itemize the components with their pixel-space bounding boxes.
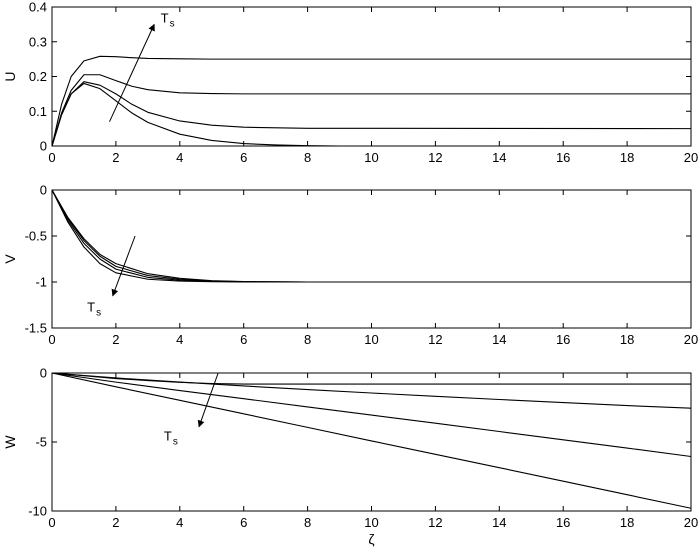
series-line-u-1	[51, 82, 691, 147]
x-tick-label-u: 4	[176, 150, 183, 165]
x-tick-label-u: 6	[240, 150, 247, 165]
x-tick-label-u: 10	[364, 150, 378, 165]
trend-label-subscript-v: s	[96, 307, 101, 318]
trend-label-subscript-u: s	[170, 19, 175, 30]
panel-w: 0 2 4 6 8 10 12 14 16 18 20 0 -5 -10 Wζ T s	[2, 366, 698, 548]
trend-arrow-w	[197, 372, 219, 428]
x-tick-label-u: 20	[684, 150, 698, 165]
plot-frame-v	[51, 189, 692, 329]
y-tick-label-w: -10	[28, 504, 47, 519]
trend-arrow-u	[109, 23, 155, 122]
x-tick-label-w: 4	[176, 515, 183, 530]
y-tick-label-v: 0	[40, 183, 47, 198]
series-line-u-2	[51, 81, 692, 147]
x-tick-label-u: 16	[556, 150, 570, 165]
y-axis-label-v: V	[2, 254, 18, 264]
series-line-u-4	[51, 55, 691, 147]
x-tick-label-w: 0	[48, 515, 55, 530]
x-tick-label-v: 4	[176, 332, 183, 347]
x-tick-label-v: 0	[48, 332, 55, 347]
trend-label-v: T	[87, 299, 95, 314]
plot-frame-u	[51, 6, 692, 147]
x-tick-label-u: 18	[620, 150, 634, 165]
x-tick-label-u: 8	[304, 150, 311, 165]
x-tick-label-u: 14	[492, 150, 506, 165]
x-tick-label-w: 14	[492, 515, 506, 530]
y-tick-label-u: 0.2	[29, 69, 47, 84]
x-tick-label-w: 20	[684, 515, 698, 530]
x-tick-label-v: 14	[492, 332, 506, 347]
x-tick-label-w: 18	[620, 515, 634, 530]
y-tick-label-v: -1.5	[25, 321, 47, 336]
y-axis-label-u: U	[2, 71, 18, 81]
y-tick-label-v: -1	[35, 275, 47, 290]
series-line-w-4	[51, 372, 692, 509]
series-line-u-3	[51, 74, 691, 147]
trend-label-w: T	[164, 429, 172, 444]
y-tick-label-u: 0.1	[29, 104, 47, 119]
x-tick-label-u: 0	[48, 150, 55, 165]
series-line-v-1	[51, 189, 691, 283]
x-tick-label-v: 18	[620, 332, 634, 347]
x-axis-label-w: ζ	[368, 531, 374, 547]
y-tick-label-u: 0.4	[29, 0, 47, 15]
trend-label-subscript-w: s	[173, 437, 178, 448]
y-tick-label-u: 0.3	[29, 34, 47, 49]
series-line-w-3	[51, 372, 692, 458]
x-tick-label-w: 12	[428, 515, 442, 530]
x-tick-label-u: 2	[112, 150, 119, 165]
panel-u: 0 2 4 6 8 10 12 14 16 18 20 0 0.1 0.2 0.3 0.4 U T s	[2, 0, 698, 165]
x-tick-label-v: 6	[240, 332, 247, 347]
x-tick-label-v: 12	[428, 332, 442, 347]
x-tick-label-v: 2	[112, 332, 119, 347]
x-tick-label-w: 2	[112, 515, 119, 530]
x-tick-label-v: 20	[684, 332, 698, 347]
y-tick-label-u: 0	[40, 139, 47, 154]
x-tick-label-v: 8	[304, 332, 311, 347]
x-tick-label-w: 10	[364, 515, 378, 530]
x-tick-label-w: 6	[240, 515, 247, 530]
x-tick-label-w: 16	[556, 515, 570, 530]
x-tick-label-v: 16	[556, 332, 570, 347]
trend-arrow-v	[111, 235, 136, 297]
x-tick-label-w: 8	[304, 515, 311, 530]
y-tick-label-w: 0	[40, 366, 47, 381]
y-tick-label-v: -0.5	[25, 229, 47, 244]
x-tick-label-u: 12	[428, 150, 442, 165]
y-tick-label-w: -5	[35, 435, 47, 450]
series-line-v-3	[51, 189, 691, 283]
y-axis-label-w: W	[2, 435, 18, 449]
panel-v: 0 2 4 6 8 10 12 14 16 18 20 0 -0.5 -1 -1.5 V T s	[2, 183, 698, 348]
series-line-v-2	[51, 189, 691, 283]
series-line-w-2	[51, 372, 692, 409]
x-tick-label-v: 10	[364, 332, 378, 347]
trend-label-u: T	[161, 11, 169, 26]
series-line-v-4	[51, 189, 691, 283]
